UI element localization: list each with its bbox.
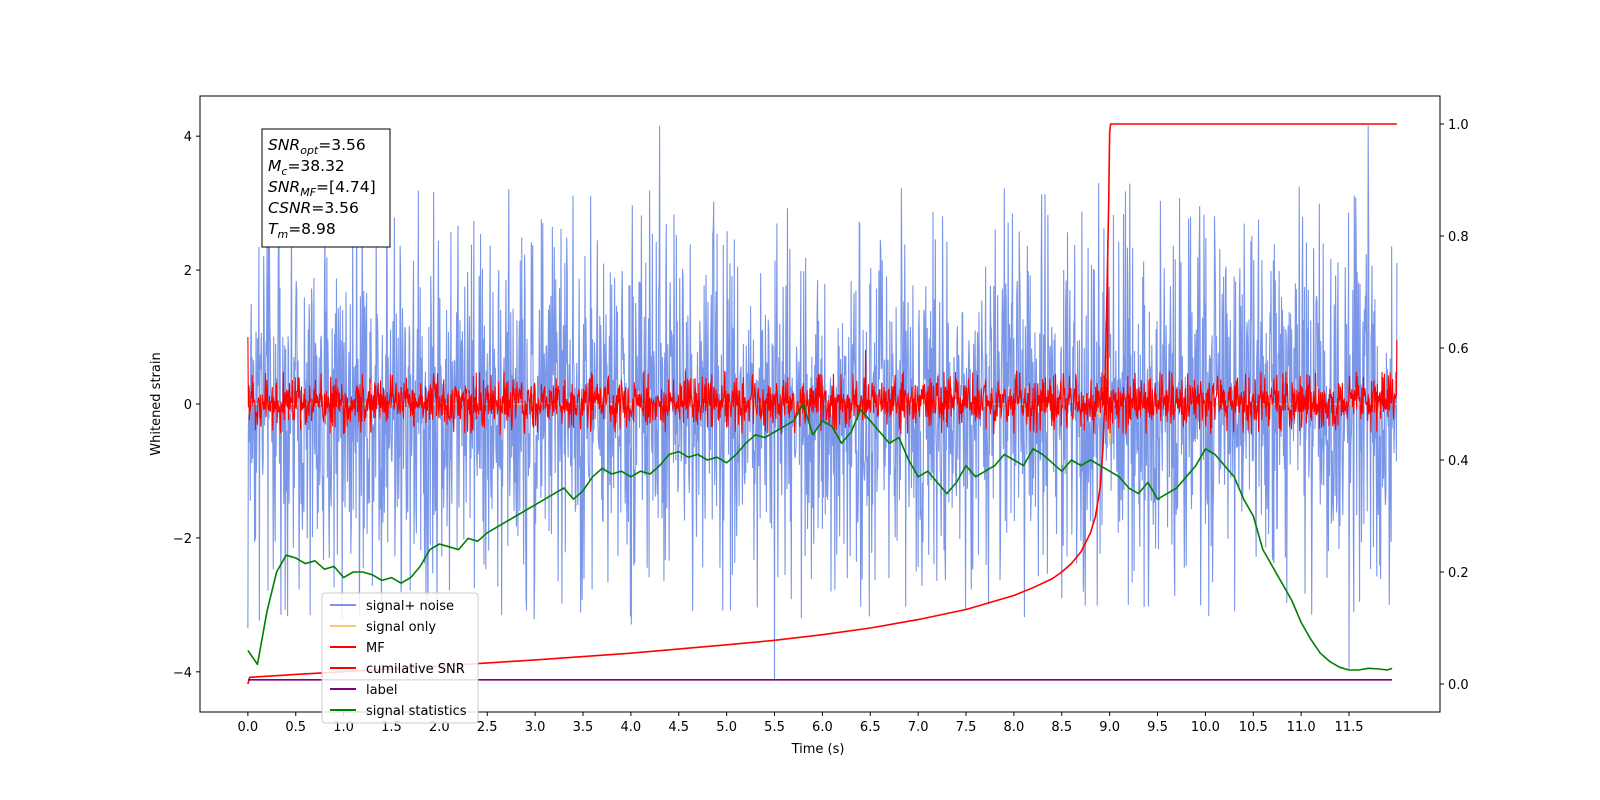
y2-tick-label: 0.0 <box>1448 678 1469 693</box>
series-line-signal-statistics <box>247 403 1393 671</box>
x-tick-label: 11.0 <box>1287 720 1316 735</box>
legend: signal+ noise signal only MF cumilative SNR… <box>321 592 479 724</box>
y-tick-label: 2 <box>184 264 192 279</box>
x-tick-label: 10.0 <box>1191 720 1220 735</box>
legend-frame <box>321 592 479 724</box>
x-tick-label: 4.0 <box>621 720 642 735</box>
x-tick-label: 0.5 <box>285 720 306 735</box>
legend-label: cumilative SNR <box>366 662 465 677</box>
x-tick-label: 8.5 <box>1051 720 1072 735</box>
y2-tick-label: 0.8 <box>1448 230 1469 245</box>
x-tick-label: 8.0 <box>1004 720 1025 735</box>
x-tick-label: 3.5 <box>573 720 594 735</box>
y-tick-label: 4 <box>184 130 192 145</box>
annotation-line: Mc=38.32 <box>268 157 345 178</box>
x-tick-label: 2.5 <box>477 720 498 735</box>
x-axis: 0.0 0.5 1.0 1.5 2.0 2.5 3.0 3.5 4.0 4.5 5.0 5.5 6.0 6… <box>238 712 1364 735</box>
x-tick-label: 6.0 <box>812 720 833 735</box>
annotation-line: SNRMF=[4.74] <box>268 178 376 199</box>
y2-tick-label: 0.2 <box>1448 566 1469 581</box>
y-axis-right: 0.0 0.2 0.4 0.6 0.8 1.0 <box>1440 118 1469 693</box>
legend-label: signal+ noise <box>366 599 454 614</box>
x-tick-label: 1.0 <box>333 720 354 735</box>
x-tick-label: 3.0 <box>525 720 546 735</box>
x-tick-label: 0.0 <box>238 720 259 735</box>
legend-label: label <box>366 683 397 698</box>
x-tick-label: 5.5 <box>764 720 785 735</box>
y2-tick-label: 0.6 <box>1448 342 1469 357</box>
series-line-mf <box>247 239 1398 435</box>
x-tick-label: 7.5 <box>956 720 977 735</box>
annotation-line: CSNR=3.56 <box>268 199 359 217</box>
y2-tick-label: 1.0 <box>1448 118 1469 133</box>
x-tick-label: 1.5 <box>381 720 402 735</box>
y-tick-label: 0 <box>184 398 192 413</box>
y2-tick-label: 0.4 <box>1448 454 1469 469</box>
annotation-line: SNRopt=3.56 <box>268 136 366 157</box>
x-tick-label: 5.0 <box>716 720 737 735</box>
x-tick-label: 10.5 <box>1239 720 1268 735</box>
series-layer <box>247 123 1398 685</box>
y-axis-label: Whitened strain <box>149 352 164 455</box>
series-line-cumilative-snr <box>247 123 1397 685</box>
x-tick-label: 6.5 <box>860 720 881 735</box>
series-line-signal-noise <box>247 125 1398 680</box>
y-tick-label: −4 <box>173 666 192 681</box>
x-tick-label: 7.0 <box>908 720 929 735</box>
x-tick-label: 2.0 <box>429 720 450 735</box>
x-tick-label: 9.5 <box>1147 720 1168 735</box>
x-axis-label: Time (s) <box>791 742 845 757</box>
y-tick-label: −2 <box>173 532 192 547</box>
legend-label: signal statistics <box>366 704 467 719</box>
legend-label: signal only <box>366 620 436 635</box>
x-tick-label: 9.0 <box>1099 720 1120 735</box>
x-tick-label: 11.5 <box>1335 720 1364 735</box>
annotation-box: SNRopt=3.56Mc=38.32SNRMF=[4.74]CSNR=3.56… <box>261 128 391 248</box>
x-tick-label: 4.5 <box>668 720 689 735</box>
legend-label: MF <box>366 641 385 656</box>
annotation-frame <box>261 128 391 248</box>
y-axis-left: −4 −2 0 2 4 <box>173 130 200 681</box>
annotation-line: Tm=8.98 <box>268 220 336 241</box>
